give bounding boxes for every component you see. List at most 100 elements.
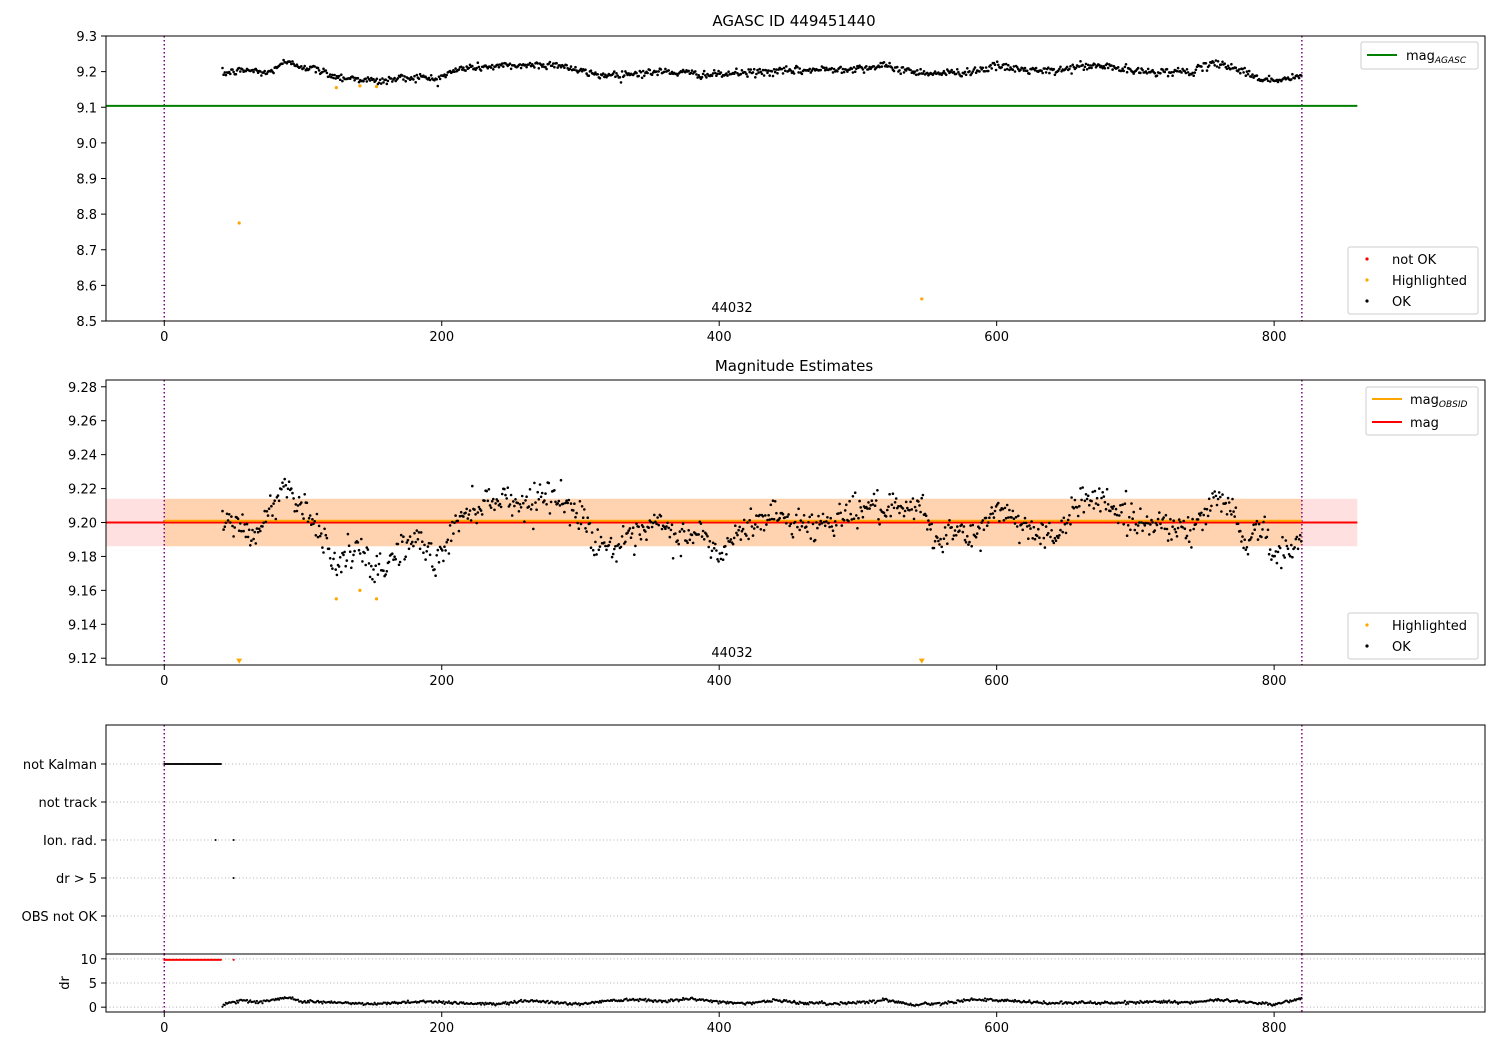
estimates-ok-point [507, 505, 511, 508]
agasc-ok-point [1236, 70, 1240, 73]
flags-category-label: dr > 5 [56, 872, 97, 887]
estimates-ok-point [785, 522, 788, 525]
estimates-ok-point [944, 533, 948, 537]
agasc-ok-point [745, 72, 748, 76]
estimates-ok-point [518, 503, 522, 506]
estimates-ok-point [1273, 554, 1276, 558]
estimates-ok-point [874, 499, 878, 502]
estimates-ok-point [1241, 535, 1244, 538]
estimates-ok-point [786, 515, 789, 518]
estimates-ok-point [1266, 528, 1270, 532]
agasc-ok-point [381, 77, 384, 80]
dr-ok-point [308, 1001, 311, 1004]
estimates-ok-point [1274, 550, 1278, 553]
estimates-ok-point [499, 505, 503, 509]
estimates-ok-point [950, 526, 953, 529]
estimates-ok-point [719, 557, 723, 561]
agasc-ok-point [1085, 68, 1089, 71]
estimates-ok-point [1140, 521, 1143, 524]
agasc-ok-point [382, 81, 385, 84]
agasc-ok-point [1239, 71, 1242, 75]
dr-ok-point [436, 1001, 439, 1004]
estimates-offscale-marker [918, 658, 925, 664]
agasc-ok-point [327, 75, 331, 78]
dr-ok-point [235, 999, 239, 1002]
legend-label-mag: mag [1410, 416, 1439, 431]
estimates-ok-point [384, 573, 388, 576]
agasc-obsid-label: 44032 [711, 301, 752, 316]
agasc-ok-point [291, 60, 294, 63]
estimates-ok-point [492, 497, 495, 501]
estimates-ok-point [637, 525, 640, 529]
estimates-ok-point [554, 500, 557, 504]
estimates-ok-point [1053, 536, 1057, 540]
estimates-ok-point [1076, 514, 1080, 518]
agasc-ok-point [771, 74, 775, 78]
agasc-ok-point [611, 72, 615, 75]
estimates-ok-point [790, 532, 794, 536]
estimates-ok-point [348, 550, 352, 553]
estimates-ok-point [1172, 519, 1175, 522]
estimates-ok-point [1042, 536, 1046, 540]
agasc-ok-point [1079, 60, 1082, 63]
estimates-ok-point [1106, 503, 1110, 506]
agasc-ok-point [892, 69, 896, 73]
dr-ok-point [982, 999, 986, 1002]
estimates-ok-point [543, 499, 546, 502]
estimates-ok-point [1263, 515, 1266, 519]
estimates-ok-point [1295, 535, 1299, 539]
estimates-ok-point [1061, 530, 1064, 534]
agasc-ok-point [1244, 74, 1248, 77]
estimates-ok-point [532, 527, 535, 531]
estimates-ok-point [891, 492, 895, 496]
estimates-ok-point [371, 577, 374, 581]
estimates-ok-point [871, 503, 875, 506]
estimates-ok-point [1179, 520, 1182, 524]
agasc-ok-point [1082, 68, 1086, 71]
estimates-ok-point [464, 511, 467, 515]
estimates-ok-point [1224, 501, 1228, 505]
estimates-ok-point [842, 518, 846, 522]
estimates-ok-point [595, 553, 598, 556]
estimates-ok-point [344, 564, 348, 568]
estimates-highlighted-point [358, 588, 362, 592]
estimates-ok-point [1062, 516, 1066, 520]
agasc-ok-point [357, 80, 361, 84]
estimates-ok-point [987, 521, 990, 524]
estimates-ok-point [1017, 514, 1020, 518]
agasc-ok-point [1223, 62, 1226, 65]
estimates-ok-point [1165, 527, 1169, 531]
dr-ok-point [785, 999, 788, 1002]
agasc-ok-point [716, 72, 719, 76]
agasc-ok-point [322, 67, 325, 71]
estimates-ok-point [1244, 548, 1248, 551]
dr-not-ok-point [219, 958, 222, 961]
agasc-ok-point [853, 70, 857, 73]
estimates-ok-point [1174, 530, 1178, 534]
estimates-ok-point [639, 537, 643, 541]
agasc-ok-point [1071, 63, 1074, 67]
agasc-ok-point [898, 69, 901, 72]
agasc-xtick-label: 0 [160, 330, 168, 345]
estimates-xtick-label: 600 [984, 674, 1009, 689]
agasc-ok-point [222, 73, 225, 76]
agasc-ok-point [251, 68, 254, 72]
agasc-ok-point [1053, 73, 1057, 77]
agasc-ok-point [1000, 66, 1003, 69]
estimates-ok-point [512, 500, 515, 503]
estimates-ok-point [1135, 531, 1139, 535]
estimates-ok-point [1059, 528, 1062, 532]
estimates-ok-point [223, 525, 227, 528]
agasc-ok-point [234, 72, 238, 76]
agasc-ok-point [1103, 67, 1107, 70]
dr-ok-point [221, 1005, 224, 1008]
agasc-ok-point [540, 65, 544, 68]
estimates-ok-point [221, 509, 224, 513]
estimates-ok-point [1134, 523, 1138, 526]
agasc-ok-point [968, 70, 971, 73]
estimates-ok-point [599, 535, 603, 539]
estimates-ok-point [666, 521, 669, 525]
estimates-ok-point [1294, 537, 1298, 541]
agasc-ok-point [427, 76, 431, 80]
agasc-ok-point [1125, 70, 1129, 74]
